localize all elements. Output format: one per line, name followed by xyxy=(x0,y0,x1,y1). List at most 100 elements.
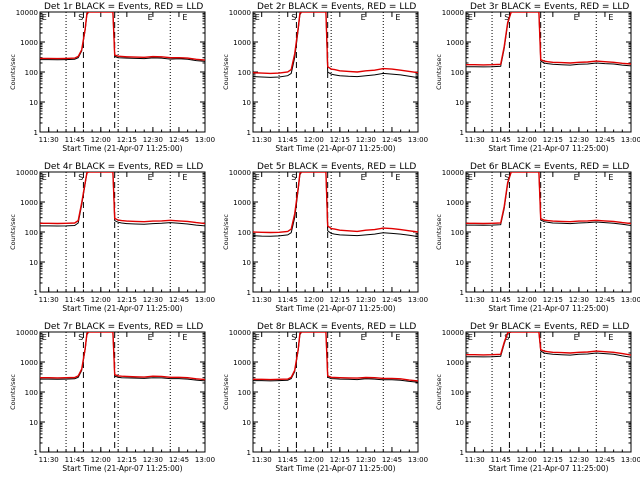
y-axis-label: Counts/sec xyxy=(435,54,443,90)
x-tick-label: 12:30 xyxy=(569,136,589,144)
chart-title: Det 4r BLACK = Events, RED = LLD xyxy=(44,162,203,172)
series-line-lld xyxy=(466,172,631,225)
marker-label: E xyxy=(468,173,473,182)
y-tick-label: 100 xyxy=(451,229,464,237)
x-tick-label: 12:15 xyxy=(117,456,137,464)
y-tick-label: 100 xyxy=(238,229,251,237)
chart-title: Det 8r BLACK = Events, RED = LLD xyxy=(257,322,416,332)
chart-panel-4: Det 4r BLACK = Events, RED = LLD 1 10 100 10… xyxy=(9,162,215,313)
x-tick-label: 11:45 xyxy=(65,136,85,144)
chart-title: Det 9r BLACK = Events, RED = LLD xyxy=(470,322,629,332)
x-tick-label: 11:30 xyxy=(39,456,59,464)
x-tick-label: 12:45 xyxy=(382,296,402,304)
x-axis-label: Start Time (21-Apr-07 11:25:00) xyxy=(488,464,608,473)
x-tick-label: 12:45 xyxy=(169,456,189,464)
plot-frame xyxy=(252,331,419,453)
marker-label: E xyxy=(148,13,153,22)
y-tick-label: 1 xyxy=(460,449,464,457)
x-tick-label: 12:30 xyxy=(569,456,589,464)
y-tick-label: 1000 xyxy=(446,359,464,367)
x-tick-label: 13:00 xyxy=(408,456,428,464)
y-axis-label: Counts/sec xyxy=(222,54,230,90)
y-tick-label: 1 xyxy=(460,289,464,297)
y-tick-label: 10000 xyxy=(442,9,464,17)
y-tick-label: 1 xyxy=(247,129,251,137)
marker-label: E xyxy=(148,333,153,342)
marker-label: S xyxy=(291,13,296,22)
series-line-lld xyxy=(40,12,205,61)
marker-label: E xyxy=(574,173,579,182)
x-tick-label: 13:00 xyxy=(195,296,215,304)
x-tick-label: 12:15 xyxy=(117,136,137,144)
x-tick-label: 12:45 xyxy=(169,136,189,144)
y-axis-label: Counts/sec xyxy=(9,214,17,250)
plot-frame xyxy=(39,331,206,453)
series-line-events xyxy=(253,172,418,238)
x-tick-label: 13:00 xyxy=(408,296,428,304)
x-tick-label: 11:30 xyxy=(252,296,272,304)
x-axis-label: Start Time (21-Apr-07 11:25:00) xyxy=(62,304,182,313)
x-tick-label: 13:00 xyxy=(621,456,640,464)
marker-label: E xyxy=(468,13,473,22)
marker-label: S xyxy=(291,173,296,182)
x-tick-label: 12:45 xyxy=(382,136,402,144)
series-line-events xyxy=(253,12,418,79)
y-tick-label: 1000 xyxy=(446,199,464,207)
marker-label: E xyxy=(42,13,47,22)
marker-label: S xyxy=(78,173,83,182)
y-tick-label: 1000 xyxy=(233,199,251,207)
marker-label: E xyxy=(395,333,400,342)
y-tick-label: 100 xyxy=(238,389,251,397)
y-tick-label: 10 xyxy=(242,419,251,427)
x-axis-label: Start Time (21-Apr-07 11:25:00) xyxy=(488,304,608,313)
marker-label: E xyxy=(182,13,187,22)
series-line-lld xyxy=(40,332,205,381)
chart-title: Det 7r BLACK = Events, RED = LLD xyxy=(44,322,203,332)
chart-panel-9: Det 9r BLACK = Events, RED = LLD 1 10 100 10… xyxy=(435,322,640,473)
y-tick-label: 1 xyxy=(34,129,38,137)
y-tick-label: 1000 xyxy=(446,39,464,47)
x-tick-label: 12:15 xyxy=(543,136,563,144)
marker-label: E xyxy=(574,13,579,22)
x-tick-label: 11:30 xyxy=(465,296,485,304)
plot-frame xyxy=(465,171,632,293)
x-tick-label: 13:00 xyxy=(621,296,640,304)
x-tick-label: 12:45 xyxy=(595,296,615,304)
x-axis-label: Start Time (21-Apr-07 11:25:00) xyxy=(275,304,395,313)
plot-frame xyxy=(465,331,632,453)
x-tick-label: 12:15 xyxy=(117,296,137,304)
y-tick-label: 1 xyxy=(34,289,38,297)
y-tick-label: 100 xyxy=(25,69,38,77)
x-tick-label: 11:45 xyxy=(491,136,511,144)
y-tick-label: 10 xyxy=(455,259,464,267)
plot-frame xyxy=(39,11,206,133)
y-tick-label: 1000 xyxy=(233,39,251,47)
y-tick-label: 10000 xyxy=(229,329,251,337)
x-tick-label: 12:00 xyxy=(517,296,537,304)
x-tick-label: 11:30 xyxy=(465,136,485,144)
series-line-events xyxy=(466,172,631,226)
x-tick-label: 12:15 xyxy=(543,456,563,464)
y-tick-label: 1 xyxy=(460,129,464,137)
y-tick-label: 10 xyxy=(242,259,251,267)
y-tick-label: 10 xyxy=(455,419,464,427)
x-tick-label: 13:00 xyxy=(621,136,640,144)
x-tick-label: 11:30 xyxy=(39,136,59,144)
y-tick-label: 1000 xyxy=(20,199,38,207)
marker-label: S xyxy=(78,13,83,22)
y-tick-label: 1000 xyxy=(20,39,38,47)
chart-panel-7: Det 7r BLACK = Events, RED = LLD 1 10 100 10… xyxy=(9,322,215,473)
y-tick-label: 100 xyxy=(451,69,464,77)
marker-label: S xyxy=(291,333,296,342)
chart-title: Det 5r BLACK = Events, RED = LLD xyxy=(257,162,416,172)
y-tick-label: 1 xyxy=(247,449,251,457)
x-tick-label: 12:45 xyxy=(595,136,615,144)
x-tick-label: 12:00 xyxy=(517,456,537,464)
y-tick-label: 10 xyxy=(455,99,464,107)
marker-label: E xyxy=(42,333,47,342)
y-axis-label: Counts/sec xyxy=(222,214,230,250)
y-tick-label: 1000 xyxy=(233,359,251,367)
x-tick-label: 12:30 xyxy=(143,296,163,304)
marker-label: E xyxy=(255,173,260,182)
